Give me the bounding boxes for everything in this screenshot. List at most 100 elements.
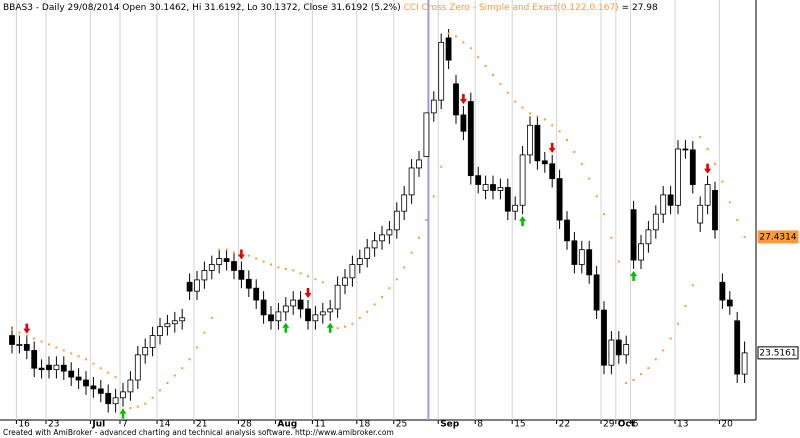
sar-dot	[603, 213, 605, 216]
candle-body	[541, 160, 548, 165]
sar-dot	[551, 124, 554, 127]
sar-dot	[270, 263, 272, 266]
x-tick-label: Jul	[91, 420, 105, 430]
sar-dot	[588, 177, 591, 180]
sar-dot	[728, 201, 731, 204]
sar-dot	[529, 112, 531, 115]
x-tick-label: 29	[603, 420, 615, 430]
candle-body	[534, 124, 541, 162]
sar-dot	[11, 328, 13, 331]
chart-title: BBAS3 - Daily 29/08/2014 Open 30.1462, H…	[3, 3, 658, 13]
candle-body	[549, 163, 556, 180]
candle-body	[638, 243, 644, 261]
buy-arrow	[282, 322, 290, 333]
sar-dot	[425, 219, 428, 222]
candle-body	[68, 370, 75, 378]
sar-dot	[440, 165, 443, 168]
sar-dot	[447, 32, 450, 35]
sar-dot	[469, 47, 472, 50]
sar-dot	[307, 275, 309, 278]
value-marker-label: 27.4314	[759, 232, 796, 242]
candle-body	[741, 352, 748, 375]
x-tick-label: 20	[721, 420, 733, 430]
sar-dot	[736, 219, 739, 222]
sar-dot	[677, 322, 679, 325]
candle-body	[364, 247, 371, 259]
sell-arrow	[304, 288, 312, 299]
candle-body	[652, 213, 659, 231]
sar-dot	[654, 358, 657, 361]
sar-dot	[203, 331, 206, 334]
sar-dot	[85, 358, 87, 361]
sar-dot	[33, 337, 36, 340]
candle-body	[208, 264, 215, 271]
sar-dot	[210, 316, 213, 319]
x-tick-label: 28	[240, 420, 252, 430]
buy-arrow	[326, 322, 334, 333]
candle-body	[319, 311, 326, 316]
sar-dot	[632, 379, 635, 382]
candle-body	[667, 194, 674, 206]
sar-dot	[410, 251, 413, 254]
candle-body	[53, 364, 60, 371]
value-marker-label: 23.5161	[759, 348, 796, 358]
candle-body	[689, 149, 696, 185]
x-tick-label: 6	[633, 420, 639, 430]
sar-dot	[299, 272, 302, 275]
value-marker-box	[757, 230, 799, 244]
sar-dot	[506, 91, 509, 94]
candle-body	[9, 335, 15, 345]
sar-dot	[225, 248, 228, 251]
candle-body	[31, 349, 38, 369]
candle-body	[371, 240, 378, 249]
candle-body	[127, 379, 134, 393]
candle-body	[275, 311, 282, 322]
candle-body	[231, 261, 237, 271]
candle-body	[423, 112, 430, 157]
candle-body	[571, 240, 578, 265]
sar-dot	[18, 331, 21, 334]
candle-body	[134, 354, 141, 381]
candle-body	[334, 284, 341, 310]
sar-dot	[492, 73, 494, 76]
x-tick-label: Oct	[618, 420, 636, 430]
sar-dot	[477, 56, 480, 59]
x-tick-label: 21	[196, 420, 207, 430]
sar-dot	[640, 373, 642, 376]
candle-body	[445, 37, 452, 61]
sar-dot	[573, 150, 576, 153]
candle-body	[512, 204, 519, 212]
candle-body	[490, 184, 496, 191]
buy-arrow	[519, 216, 527, 227]
candle-body	[179, 317, 186, 322]
sar-dot	[277, 266, 280, 269]
sar-dot	[292, 269, 295, 272]
x-tick-label: 22	[559, 420, 570, 430]
sar-dot	[691, 284, 694, 287]
candle-body	[430, 99, 437, 114]
candle-body	[38, 367, 45, 371]
sar-dot	[92, 362, 95, 365]
sar-dot	[366, 310, 369, 313]
sar-dot	[521, 106, 524, 109]
candle-body	[593, 274, 600, 311]
indicator-name: CCI Cross Zero - Simple and Exact(0.122,…	[404, 3, 619, 13]
sar-dot	[706, 147, 709, 150]
sar-dot	[70, 352, 73, 355]
sar-dot	[321, 281, 324, 284]
candle-body	[645, 229, 652, 245]
sar-dot	[699, 136, 702, 139]
candle-body	[438, 41, 445, 101]
candle-body	[675, 148, 681, 206]
sar-dot	[62, 349, 65, 352]
buy-arrow	[630, 270, 638, 281]
candle-body	[16, 344, 23, 346]
x-tick-label: Aug	[277, 420, 297, 430]
sar-dot	[536, 115, 539, 118]
candle-body	[342, 277, 348, 286]
x-tick-label: 15	[514, 420, 525, 430]
sar-dot	[558, 130, 561, 133]
sar-dot	[166, 381, 169, 384]
candle-body	[46, 364, 52, 371]
